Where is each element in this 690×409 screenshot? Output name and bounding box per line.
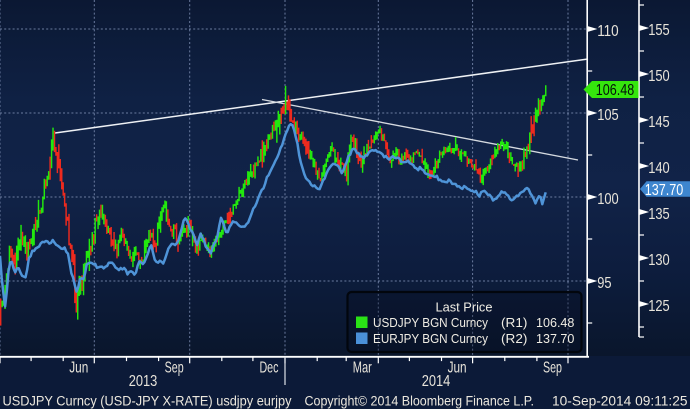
- svg-text:130: 130: [648, 252, 670, 269]
- svg-text:100: 100: [597, 191, 619, 208]
- svg-text:(R1): (R1): [501, 315, 527, 330]
- svg-text:2014: 2014: [422, 373, 451, 390]
- svg-text:137.70: 137.70: [645, 182, 684, 199]
- svg-text:Copyright© 2014 Bloomberg Fina: Copyright© 2014 Bloomberg Finance L.P.: [305, 394, 535, 409]
- svg-text:2013: 2013: [129, 373, 158, 390]
- svg-text:137.70: 137.70: [536, 331, 574, 346]
- svg-text:150: 150: [648, 68, 670, 85]
- svg-text:Mar: Mar: [353, 360, 372, 377]
- svg-text:135: 135: [648, 206, 670, 223]
- svg-text:Dec: Dec: [259, 360, 278, 377]
- svg-text:95: 95: [597, 275, 611, 292]
- svg-text:USDJPY Curncy (USD-JPY X-RATE): USDJPY Curncy (USD-JPY X-RATE) usdjpy eu…: [3, 394, 292, 409]
- svg-text:EURJPY BGN Curncy: EURJPY BGN Curncy: [373, 331, 489, 346]
- svg-text:145: 145: [648, 114, 670, 131]
- svg-text:Jun: Jun: [448, 360, 467, 377]
- svg-text:Sep: Sep: [543, 360, 562, 377]
- svg-text:125: 125: [648, 298, 670, 315]
- svg-text:155: 155: [648, 22, 670, 39]
- svg-text:Last Price: Last Price: [436, 300, 493, 315]
- svg-text:Jun: Jun: [69, 360, 88, 377]
- svg-text:105: 105: [597, 107, 619, 124]
- svg-text:10-Sep-2014 09:11:25: 10-Sep-2014 09:11:25: [552, 394, 688, 409]
- svg-text:USDJPY BGN Curncy: USDJPY BGN Curncy: [373, 315, 489, 330]
- svg-text:106.48: 106.48: [536, 315, 574, 330]
- svg-text:(R2): (R2): [501, 331, 527, 346]
- svg-text:Sep: Sep: [165, 360, 184, 377]
- svg-text:110: 110: [597, 23, 619, 40]
- svg-text:106.48: 106.48: [596, 82, 635, 99]
- svg-text:140: 140: [648, 160, 670, 177]
